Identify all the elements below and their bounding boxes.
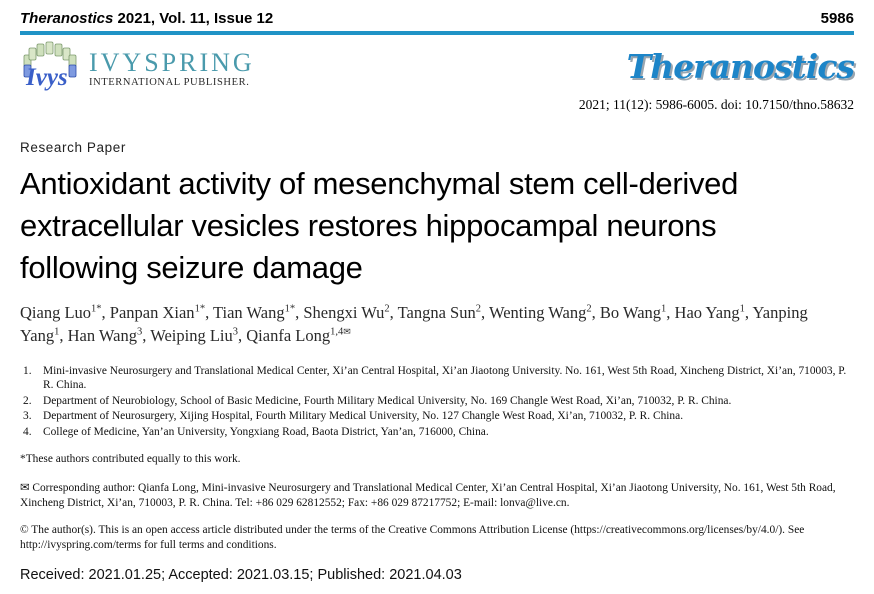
- affiliation-text: Department of Neurosurgery, Xijing Hospi…: [43, 410, 684, 423]
- author-affiliation-sup: 1: [661, 303, 667, 315]
- author-name: Hao Yang: [674, 303, 740, 322]
- affiliation-item: 1. Mini-invasive Neurosurgery and Transla…: [20, 364, 854, 393]
- author-name: Panpan Xian: [109, 303, 195, 322]
- author: Yanping Yang1: [20, 303, 808, 345]
- author: Wenting Wang2: [489, 303, 592, 322]
- affiliation-text: Department of Neurobiology, School of Ba…: [43, 394, 732, 407]
- author: Weiping Liu3: [150, 326, 238, 345]
- author-name: Han Wang: [67, 326, 137, 345]
- corresponding-author-note: ✉ Corresponding author: Qianfa Long, Min…: [20, 481, 854, 510]
- author-name: Weiping Liu: [150, 326, 233, 345]
- author: Bo Wang1: [600, 303, 666, 322]
- author-affiliation-sup: 1*: [91, 303, 102, 315]
- affiliation-text: Mini-invasive Neurosurgery and Translati…: [43, 364, 847, 392]
- affiliation-number: 1.: [23, 364, 32, 377]
- author-list: Qiang Luo1*, Panpan Xian1*, Tian Wang1*,…: [20, 303, 808, 345]
- author-affiliation-sup: 2: [586, 303, 592, 315]
- author-name: Wenting Wang: [488, 303, 587, 322]
- author: Qiang Luo1*: [20, 303, 102, 322]
- author: Panpan Xian1*: [110, 303, 205, 322]
- author-name: Qianfa Long: [246, 326, 331, 345]
- author: Hao Yang1: [675, 303, 745, 322]
- logo-row: Ivys IVYSPRING INTERNATIONAL PUBLISHER. …: [20, 35, 855, 135]
- author-affiliation-sup: 2: [475, 303, 481, 315]
- author-name: Shengxi Wu: [303, 303, 385, 322]
- publisher-subtitle: INTERNATIONAL PUBLISHER.: [89, 77, 250, 88]
- affiliation-item: 3. Department of Neurosurgery, Xijing Hos…: [20, 409, 854, 424]
- author-name: Qiang Luo: [20, 303, 92, 322]
- running-title: Theranostics 2021, Vol. 11, Issue 12: [20, 10, 273, 27]
- affiliation-number: 3.: [23, 410, 32, 423]
- publisher-name: IVYSPRING: [89, 48, 255, 77]
- header-rule: [20, 31, 854, 35]
- copyright-note: © The author(s). This is an open access …: [20, 524, 805, 551]
- author-affiliation-sup: 1: [739, 303, 745, 315]
- equal-contribution-note: *These authors contributed equally to th…: [20, 453, 241, 466]
- author-name: Yanping Yang: [20, 303, 808, 345]
- author: Shengxi Wu2: [303, 303, 389, 322]
- envelope-icon: ✉: [343, 326, 351, 337]
- author: Tian Wang1*: [213, 303, 295, 322]
- affiliation-text: College of Medicine, Yan’an University, …: [43, 425, 489, 438]
- author-name: Bo Wang: [599, 303, 662, 322]
- author: Tangna Sun2: [398, 303, 481, 322]
- theranostics-logo: Theranostics: [626, 47, 855, 86]
- affiliation-number: 2.: [23, 394, 32, 407]
- article-dates: Received: 2021.01.25; Accepted: 2021.03.…: [20, 567, 462, 584]
- corresponding-author-text: Corresponding author: Qianfa Long, Mini-…: [20, 482, 836, 509]
- author-affiliation-sup: 1: [54, 326, 60, 338]
- author-affiliation-sup: 1*: [284, 303, 296, 315]
- author-affiliation-sup: 3: [137, 326, 143, 338]
- affiliation-item: 2. Department of Neurobiology, School of …: [20, 394, 854, 409]
- article-title: Antioxidant activity of mesenchymal stem…: [20, 163, 854, 289]
- title-line: extracellular vesicles restores hippocam…: [20, 208, 717, 243]
- author-affiliation-sup: 2: [384, 303, 390, 315]
- page-header: Theranostics 2021, Vol. 11, Issue 12 598…: [20, 10, 854, 27]
- affiliation-item: 4. College of Medicine, Yan’an University…: [20, 425, 854, 440]
- citation-line: 2021; 11(12): 5986-6005. doi: 10.7150/th…: [578, 97, 854, 112]
- author: Qianfa Long1,4✉: [246, 326, 351, 345]
- author-name: Tangna Sun: [397, 303, 476, 322]
- title-line: following seizure damage: [20, 250, 363, 285]
- author-affiliation-sup: 3: [232, 326, 238, 338]
- author-affiliation-sup: 1*: [194, 303, 206, 315]
- author-affiliation-sup: 1,4: [330, 326, 344, 338]
- affiliation-number: 4.: [23, 425, 32, 438]
- author-name: Tian Wang: [213, 303, 285, 322]
- article-type-label: Research Paper: [20, 140, 126, 155]
- journal-ref: 2021, Vol. 11, Issue 12: [113, 10, 274, 27]
- ivyspring-logo-icon: Ivys: [23, 41, 77, 91]
- journal-name: Theranostics: [20, 10, 114, 27]
- title-line: Antioxidant activity of mesenchymal stem…: [20, 166, 739, 201]
- ivyspring-logo: Ivys IVYSPRING INTERNATIONAL PUBLISHER.: [20, 41, 255, 97]
- author: Han Wang3: [68, 326, 143, 345]
- ivyspring-logo-text: IVYSPRING INTERNATIONAL PUBLISHER.: [89, 48, 255, 89]
- svg-text:Ivys: Ivys: [25, 64, 68, 91]
- page-number: 5986: [820, 10, 854, 27]
- envelope-icon: ✉: [20, 482, 30, 495]
- affiliation-list: 1. Mini-invasive Neurosurgery and Transla…: [20, 364, 854, 440]
